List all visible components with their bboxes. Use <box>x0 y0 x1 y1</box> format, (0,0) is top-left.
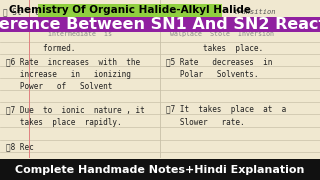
Text: ⑤ St   d: ⑤ St d <box>3 7 40 16</box>
Text: ⒖6 Rate  increases  with  the: ⒖6 Rate increases with the <box>6 58 140 67</box>
Text: Chemistry Of Organic Halide-Alkyl Halide: Chemistry Of Organic Halide-Alkyl Halide <box>9 5 252 15</box>
Text: Polar   Solvents.: Polar Solvents. <box>166 70 259 79</box>
Text: Slower   rate.: Slower rate. <box>166 118 245 127</box>
Text: Complete Handmade Notes+Hindi Explanation: Complete Handmade Notes+Hindi Explanatio… <box>15 165 305 175</box>
Text: ⒗8 Rec: ⒗8 Rec <box>6 142 34 151</box>
Text: intermediate  is: intermediate is <box>32 31 112 37</box>
Text: transition: transition <box>234 9 276 15</box>
Text: increase   in   ionizing: increase in ionizing <box>6 70 131 79</box>
Text: ⒕5 Rate   decreases  in: ⒕5 Rate decreases in <box>166 58 273 67</box>
Text: ⒗7 Due  to  ionic  nature , it: ⒗7 Due to ionic nature , it <box>6 105 145 114</box>
FancyBboxPatch shape <box>0 17 320 32</box>
Text: takes  place.: takes place. <box>166 44 264 53</box>
Text: walplace  Stole  Inversion: walplace Stole Inversion <box>166 31 274 37</box>
Text: Difference Between SN1 And SN2 Reaction: Difference Between SN1 And SN2 Reaction <box>0 17 320 32</box>
Text: formed.: formed. <box>6 44 76 53</box>
Text: ⒗7 It  takes  place  at  a: ⒗7 It takes place at a <box>166 105 287 114</box>
FancyBboxPatch shape <box>0 159 320 180</box>
Text: Power   of   Solvent: Power of Solvent <box>6 82 113 91</box>
Text: takes  place  rapidly.: takes place rapidly. <box>6 118 122 127</box>
FancyBboxPatch shape <box>38 4 222 17</box>
